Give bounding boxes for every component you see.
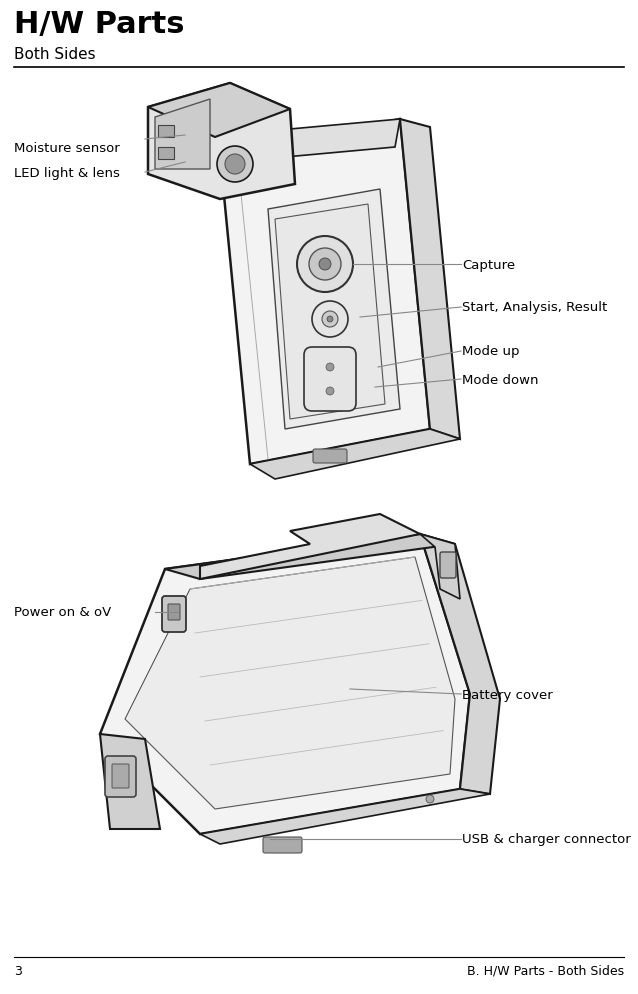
Text: Both Sides: Both Sides xyxy=(14,47,96,62)
FancyBboxPatch shape xyxy=(112,764,129,788)
Polygon shape xyxy=(100,535,470,834)
Polygon shape xyxy=(100,735,160,829)
FancyBboxPatch shape xyxy=(162,596,186,632)
Polygon shape xyxy=(250,429,460,479)
FancyBboxPatch shape xyxy=(168,604,180,620)
Bar xyxy=(158,126,174,138)
FancyBboxPatch shape xyxy=(263,837,302,853)
Polygon shape xyxy=(165,535,455,580)
Text: Battery cover: Battery cover xyxy=(462,688,553,701)
Circle shape xyxy=(217,147,253,183)
Polygon shape xyxy=(275,205,385,419)
Text: Start, Analysis, Result: Start, Analysis, Result xyxy=(462,301,607,314)
FancyBboxPatch shape xyxy=(440,553,456,579)
Text: Mode up: Mode up xyxy=(462,345,519,358)
Text: LED light & lens: LED light & lens xyxy=(14,166,120,179)
Polygon shape xyxy=(148,83,295,200)
Text: Power on & oV: Power on & oV xyxy=(14,606,111,619)
Circle shape xyxy=(309,248,341,280)
Polygon shape xyxy=(420,535,500,794)
Polygon shape xyxy=(220,120,430,464)
Polygon shape xyxy=(148,83,290,138)
Polygon shape xyxy=(268,190,400,429)
Circle shape xyxy=(322,312,338,328)
Circle shape xyxy=(319,258,331,270)
Circle shape xyxy=(297,237,353,292)
Text: Mode down: Mode down xyxy=(462,373,538,386)
Polygon shape xyxy=(400,120,460,439)
Text: H/W Parts: H/W Parts xyxy=(14,10,184,39)
Polygon shape xyxy=(200,515,420,580)
FancyBboxPatch shape xyxy=(313,449,347,463)
Text: 3: 3 xyxy=(14,964,22,977)
Circle shape xyxy=(225,155,245,175)
Text: B. H/W Parts - Both Sides: B. H/W Parts - Both Sides xyxy=(467,964,624,977)
Text: USB & charger connector: USB & charger connector xyxy=(462,833,631,846)
Circle shape xyxy=(326,388,334,396)
Polygon shape xyxy=(155,100,210,170)
Circle shape xyxy=(326,364,334,372)
Circle shape xyxy=(426,795,434,803)
Polygon shape xyxy=(420,535,460,599)
Polygon shape xyxy=(220,120,400,175)
Text: Capture: Capture xyxy=(462,258,515,271)
Bar xyxy=(158,148,174,160)
FancyBboxPatch shape xyxy=(304,348,356,412)
Circle shape xyxy=(312,302,348,338)
Polygon shape xyxy=(200,789,490,844)
Circle shape xyxy=(327,317,333,323)
FancyBboxPatch shape xyxy=(105,756,136,797)
Polygon shape xyxy=(125,558,455,809)
Text: Moisture sensor: Moisture sensor xyxy=(14,141,120,154)
